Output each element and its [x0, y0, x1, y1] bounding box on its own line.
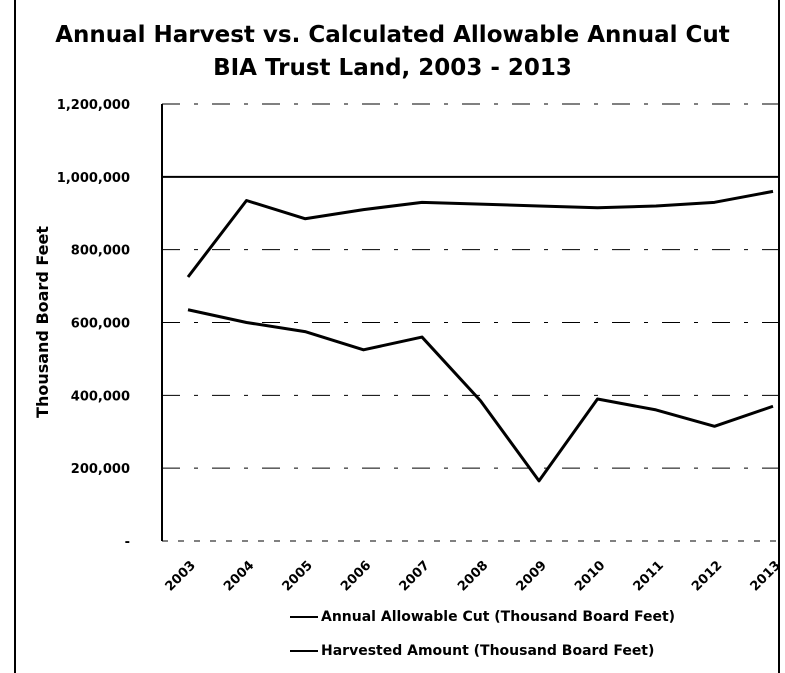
frame-right-border — [778, 0, 780, 673]
legend-item-harvested-amount: Harvested Amount (Thousand Board Feet) — [290, 643, 654, 659]
legend-label: Annual Allowable Cut (Thousand Board Fee… — [321, 609, 676, 625]
y-tick-labels: - 200,000 400,000 600,000 800,000 1,000,000 1,… — [57, 98, 130, 550]
x-tick-label: 2009 — [514, 558, 550, 594]
series-line-harvested-amount — [187, 308, 774, 483]
legend-swatch — [290, 650, 318, 652]
y-tick-label: - — [125, 535, 130, 550]
x-tick-label: 2012 — [689, 558, 725, 594]
x-tick-label: 2008 — [455, 558, 491, 594]
y-tick-label: 400,000 — [71, 389, 130, 404]
x-tick-labels: 2003 2004 2005 2006 2007 2008 2009 2010 2011 2012… — [163, 558, 784, 594]
x-tick-label: 2010 — [572, 558, 608, 594]
y-tick-label: 1,200,000 — [57, 98, 130, 113]
x-tick-label: 2006 — [338, 558, 374, 594]
y-tick-label: 800,000 — [71, 244, 130, 259]
x-tick-label: 2007 — [397, 558, 433, 594]
x-tick-label: 2003 — [163, 558, 199, 594]
chart-title: Annual Harvest vs. Calculated Allowable … — [55, 22, 730, 48]
y-tick-label: 1,000,000 — [57, 171, 130, 186]
y-tick-label: 600,000 — [71, 317, 130, 332]
series-lines — [186, 189, 774, 483]
x-tick-label: 2004 — [221, 558, 257, 594]
x-tick-label: 2005 — [280, 558, 316, 594]
y-axis-label: Thousand Board Feet — [33, 226, 52, 418]
legend-swatch — [290, 616, 318, 618]
y-tick-label: 200,000 — [71, 462, 130, 477]
x-tick-label: 2011 — [631, 558, 667, 594]
frame-left-border — [14, 0, 16, 673]
legend-label: Harvested Amount (Thousand Board Feet) — [321, 643, 655, 659]
x-tick-label: 2013 — [748, 558, 784, 594]
gridlines — [161, 103, 778, 542]
legend-item-allowable-cut: Annual Allowable Cut (Thousand Board Fee… — [290, 609, 675, 625]
series-line-allowable-cut — [186, 189, 774, 278]
chart-subtitle: BIA Trust Land, 2003 - 2013 — [213, 55, 572, 81]
